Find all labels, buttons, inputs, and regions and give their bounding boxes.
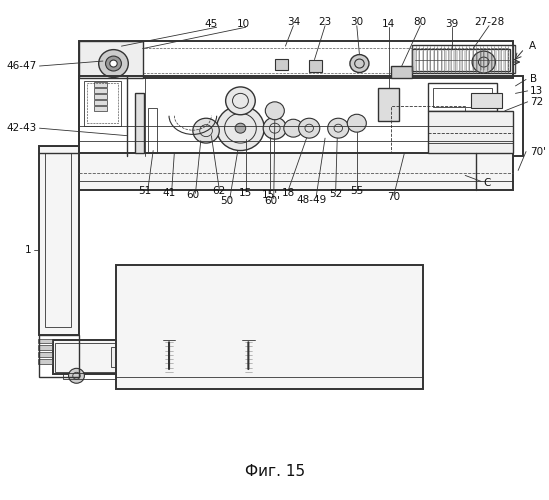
Bar — [85, 48, 507, 74]
Circle shape — [163, 334, 175, 345]
Circle shape — [299, 118, 320, 138]
Circle shape — [265, 102, 284, 120]
Bar — [391, 106, 465, 156]
Bar — [94, 82, 107, 87]
Bar — [428, 84, 497, 111]
Bar — [391, 66, 412, 78]
Bar — [85, 81, 121, 126]
Text: 39: 39 — [445, 19, 458, 29]
Text: 48-49: 48-49 — [296, 196, 327, 205]
Bar — [38, 352, 52, 358]
Text: 45: 45 — [205, 19, 218, 29]
Bar — [55, 343, 378, 372]
Bar — [434, 88, 492, 108]
Bar — [94, 94, 107, 99]
Circle shape — [226, 87, 255, 115]
Circle shape — [348, 114, 366, 132]
Text: 52: 52 — [329, 189, 342, 199]
Circle shape — [110, 60, 117, 67]
Bar — [412, 48, 510, 71]
Text: 13: 13 — [530, 86, 543, 96]
Circle shape — [263, 117, 287, 139]
Bar — [63, 374, 116, 380]
Bar — [378, 88, 399, 120]
Bar — [38, 338, 52, 344]
Circle shape — [69, 368, 85, 384]
Text: 1: 1 — [25, 245, 31, 255]
Text: 34: 34 — [287, 18, 300, 28]
Text: 10: 10 — [237, 19, 250, 29]
Text: 27-28: 27-28 — [474, 18, 504, 28]
Bar — [38, 346, 52, 350]
Text: 15': 15' — [261, 190, 278, 200]
Bar — [116, 265, 423, 389]
Circle shape — [472, 51, 495, 73]
Bar — [309, 60, 322, 72]
Circle shape — [217, 106, 264, 150]
Bar — [79, 76, 523, 156]
Text: 42-43: 42-43 — [7, 123, 37, 133]
Bar — [428, 111, 513, 153]
Text: 60: 60 — [186, 190, 199, 200]
Text: Фиг. 15: Фиг. 15 — [245, 464, 305, 479]
Bar — [275, 59, 288, 70]
Bar — [53, 340, 380, 374]
Text: 51: 51 — [138, 186, 152, 196]
Bar — [45, 153, 71, 327]
Circle shape — [328, 118, 349, 138]
Bar — [79, 153, 513, 190]
Bar — [94, 106, 107, 111]
Bar — [79, 41, 513, 78]
Text: A: A — [529, 41, 536, 51]
Text: 23: 23 — [318, 18, 332, 28]
Bar — [94, 100, 107, 105]
Circle shape — [350, 54, 369, 72]
Text: 18: 18 — [282, 188, 295, 198]
Text: 50: 50 — [221, 196, 234, 206]
Text: 72: 72 — [530, 97, 543, 107]
Text: 30: 30 — [350, 18, 363, 28]
Bar — [148, 108, 158, 153]
Text: 70': 70' — [530, 146, 546, 156]
Bar — [470, 93, 502, 108]
Bar — [135, 94, 144, 153]
Bar — [79, 41, 143, 78]
Text: 60': 60' — [264, 196, 280, 206]
Bar — [412, 45, 516, 74]
Circle shape — [99, 50, 128, 78]
Text: 15: 15 — [239, 188, 253, 198]
Bar — [87, 84, 117, 123]
Circle shape — [284, 119, 303, 137]
Text: B: B — [530, 74, 537, 85]
Circle shape — [242, 334, 255, 345]
Circle shape — [235, 123, 246, 133]
Bar — [38, 360, 52, 364]
Circle shape — [193, 118, 219, 143]
Bar — [94, 88, 107, 93]
Text: 55: 55 — [350, 186, 363, 196]
Bar — [111, 347, 301, 367]
Circle shape — [105, 56, 121, 71]
Text: 14: 14 — [382, 19, 395, 29]
Bar — [40, 146, 79, 334]
Bar — [40, 334, 79, 377]
Text: 62: 62 — [212, 186, 226, 196]
Text: 46-47: 46-47 — [7, 61, 37, 71]
Text: 41: 41 — [163, 188, 176, 198]
Text: 70: 70 — [387, 192, 400, 202]
Text: C: C — [484, 178, 491, 188]
Text: 80: 80 — [414, 18, 427, 28]
